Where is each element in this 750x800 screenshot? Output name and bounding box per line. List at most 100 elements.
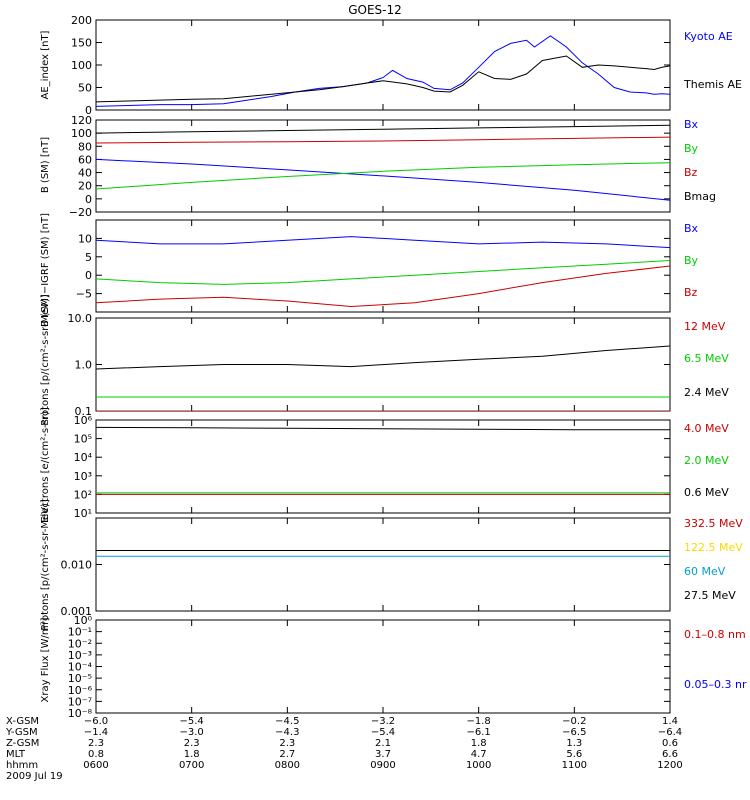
series-line-bx [96,158,670,201]
x-axis-value-ygsm: −1.4 [84,727,108,738]
y-tick-label: 10¹ [74,507,92,520]
panel-6: 0.001 0.010 Protons [p/(cm²-s-sr-MeV)] 332.… [40,499,743,631]
x-axis-value-ygsm: −6.5 [562,727,586,738]
panel-frame [95,419,671,514]
x-axis-value-xgsm: −1.8 [467,716,491,727]
y-tick-label: 10³ [74,470,92,483]
y-tick-label: 10⁻³ [68,649,92,662]
x-axis-row-label: X-GSM [6,716,39,727]
legend-label: Themis AE [683,78,742,91]
x-axis-row-label: hhmm [6,760,38,771]
y-tick-label: 100 [71,127,92,140]
x-axis-value-zgsm: 2.3 [88,738,104,749]
x-axis-value-zgsm: 2.3 [279,738,295,749]
x-axis-value-hhmm: 0700 [179,760,204,771]
legend-label: Bz [684,166,698,179]
legend-label: Kyoto AE [684,30,733,43]
x-axis-value-zgsm: 1.8 [471,738,487,749]
panel-4: 0.1 1.0 10.0 Protons [p/(cm²-s-sr-MeV)] 12 M… [40,294,729,426]
series-line-0-6-mev [96,426,670,431]
y-tick-label: 0 [85,104,92,117]
y-tick-label: 0.001 [61,605,93,618]
chart-title: GOES-12 [348,3,402,17]
legend-label: Bx [684,118,699,131]
y-tick-label: 10² [74,488,92,501]
x-axis-value-zgsm: 0.6 [662,738,678,749]
legend-label: 122.5 MeV [684,541,743,554]
x-axis-value-hhmm: 1100 [562,760,587,771]
x-axis-value-ygsm: −6.1 [467,727,491,738]
x-axis-value-mlt: 2.7 [279,749,295,760]
y-tick-label: 0.1 [75,405,93,418]
y-tick-label: 10⁵ [74,433,92,446]
y-tick-label: −5 [76,288,92,301]
legend-label: Bmag [684,190,716,203]
y-axis-label: B (SM) [nT] [40,137,51,193]
y-tick-label: 10⁻² [68,637,92,650]
series-line-bz [96,136,670,144]
x-axis-value-mlt: 0.8 [88,749,104,760]
x-axis-value-hhmm: 0900 [370,760,395,771]
x-axis-value-mlt: 3.7 [375,749,391,760]
x-axis-row-label: 2009 Jul 19 [6,771,63,782]
y-tick-label: 20 [78,180,92,193]
legend-label: 27.5 MeV [684,589,736,602]
y-tick-label: 10⁻⁶ [68,684,93,697]
series-line-themis-ae [96,55,670,103]
y-tick-label: 5 [85,251,92,264]
x-axis-value-mlt: 1.8 [184,749,200,760]
y-tick-label: 40 [78,167,92,180]
x-axis-value-xgsm: −6.0 [84,716,108,727]
y-axis-label: Protons [p/(cm²-s-sr-MeV)] [40,499,51,631]
y-axis-label: Xray Flux [W/m²] [40,617,51,702]
y-tick-label: 10⁻⁴ [68,661,93,674]
x-axis-value-mlt: 6.6 [662,749,678,760]
legend-label: 12 MeV [684,320,726,333]
x-axis-value-hhmm: 0800 [275,760,300,771]
y-tick-label: 0 [85,269,92,282]
x-axis-row-label: Y-GSM [5,727,38,738]
series-line-by [96,162,670,190]
legend-label: 2.0 MeV [684,454,729,467]
y-tick-label: 80 [78,140,92,153]
y-tick-label: 10⁻¹ [68,626,92,639]
x-axis-value-zgsm: 2.3 [184,738,200,749]
x-axis-value-zgsm: 1.3 [566,738,582,749]
legend-label: 0.05–0.3 nr [684,678,747,691]
series-line-kyoto-ae [96,35,670,107]
x-axis-value-ygsm: −4.3 [275,727,299,738]
legend-label: 4.0 MeV [684,422,729,435]
legend-label: 0.1–0.8 nm [684,628,746,641]
x-axis-value-hhmm: 1200 [657,760,682,771]
y-tick-label: 50 [78,82,92,95]
y-tick-label: 0.010 [61,559,93,572]
x-axis-value-mlt: 5.6 [566,749,582,760]
y-tick-label: 10.0 [68,312,93,325]
x-axis-value-hhmm: 0600 [83,760,108,771]
y-axis-label: B (SM)−IGRF (SM) [nT] [40,213,51,327]
legend-label: 2.4 MeV [684,386,729,399]
series-line-bmag [96,124,670,134]
legend-label: Bx [684,222,699,235]
y-tick-label: 10⁴ [74,451,93,464]
y-tick-label: 1.0 [75,359,93,372]
series-line-bz [96,265,670,308]
series-line-by [96,260,670,285]
y-tick-label: 10⁻⁷ [68,695,92,708]
legend-label: 332.5 MeV [684,517,743,530]
series-line-2-4-mev [96,345,670,370]
y-tick-label: 10⁻⁵ [68,672,92,685]
legend-label: Bz [684,286,698,299]
panel-frame [95,19,671,111]
y-tick-label: 100 [71,59,92,72]
x-axis-value-zgsm: 2.1 [375,738,391,749]
y-tick-label: −20 [69,206,92,219]
y-tick-label: 200 [71,14,92,27]
y-axis-label: AE_index [nT] [40,30,51,99]
x-axis-value-xgsm: −5.4 [180,716,204,727]
y-tick-label: 0 [85,193,92,206]
panel-7: 10⁻⁸10⁻⁷10⁻⁶10⁻⁵10⁻⁴10⁻³10⁻²10⁻¹10⁰ Xray … [40,614,747,720]
panel-frame [95,119,671,213]
